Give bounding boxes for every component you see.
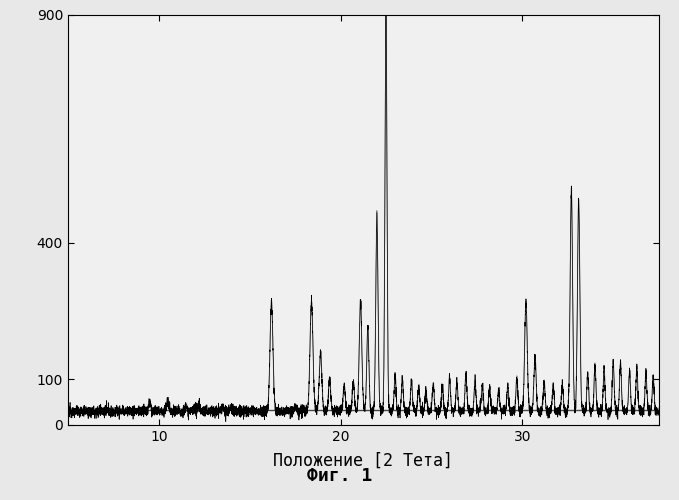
Text: Фиг. 1: Фиг. 1: [307, 467, 372, 485]
X-axis label: Положение [2 Тета]: Положение [2 Тета]: [273, 452, 454, 470]
